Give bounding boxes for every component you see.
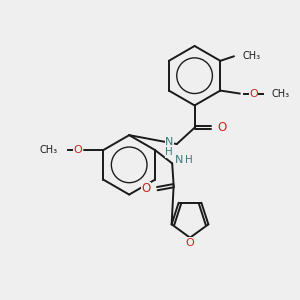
Text: O: O (142, 182, 151, 195)
Text: O: O (218, 121, 227, 134)
Text: CH₃: CH₃ (242, 51, 260, 62)
Text: N: N (175, 155, 183, 165)
Text: H: H (184, 155, 192, 165)
Text: H: H (165, 147, 173, 157)
Text: CH₃: CH₃ (40, 145, 58, 155)
Text: O: O (74, 145, 82, 155)
Text: O: O (186, 238, 194, 248)
Text: CH₃: CH₃ (272, 88, 290, 98)
Text: N: N (165, 137, 173, 147)
Text: O: O (249, 88, 258, 98)
